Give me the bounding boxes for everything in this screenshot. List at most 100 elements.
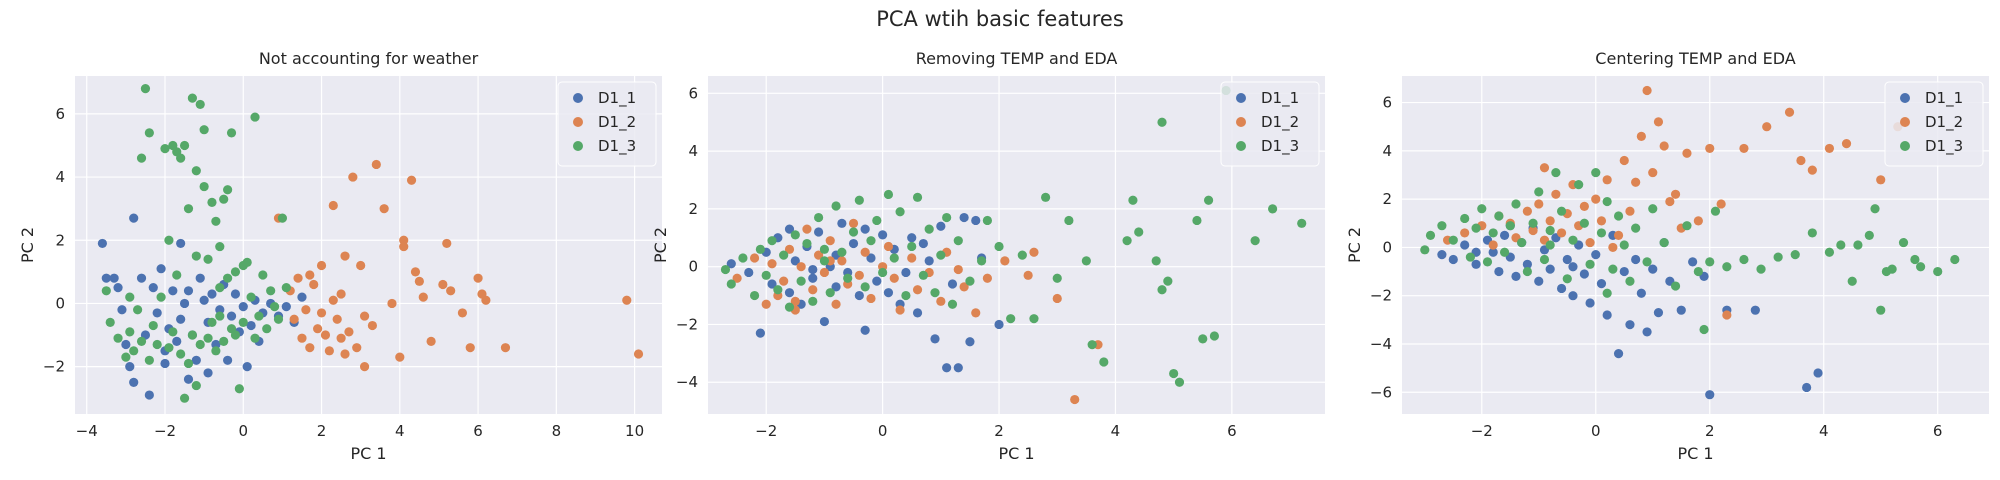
data-point [246, 292, 256, 302]
data-point [140, 84, 151, 94]
data-point [101, 286, 111, 296]
data-point [1625, 206, 1635, 216]
data-point [414, 276, 424, 286]
data-point [784, 288, 795, 298]
data-point [172, 336, 182, 346]
data-point [1579, 218, 1589, 228]
data-point [136, 336, 147, 346]
data-point [872, 276, 882, 286]
data-point [860, 224, 870, 234]
data-point [1522, 206, 1532, 216]
data-point [1613, 349, 1624, 359]
data-point [1574, 180, 1584, 190]
data-point [895, 207, 905, 217]
data-point [211, 339, 221, 350]
x-tick-label: 4 [1111, 422, 1121, 440]
x-axis-label: PC 1 [998, 444, 1034, 463]
data-point [215, 305, 225, 315]
data-point [238, 317, 248, 327]
data-point [223, 185, 233, 195]
data-point [848, 238, 859, 249]
data-point [395, 352, 405, 362]
data-point [994, 319, 1004, 330]
data-point [1705, 257, 1715, 267]
data-point [1722, 310, 1732, 320]
data-point [1596, 279, 1607, 289]
data-point [183, 374, 194, 384]
data-point [1070, 394, 1080, 405]
y-tick-label: 2 [1382, 190, 1392, 208]
legend: D1_1 D1_2 D1_3 [1220, 81, 1320, 167]
data-point [234, 384, 244, 394]
data-point [1659, 141, 1669, 151]
data-point [1568, 291, 1578, 301]
data-point [199, 181, 209, 192]
data-point [1528, 218, 1538, 228]
data-point [1460, 213, 1470, 224]
data-point [305, 270, 315, 280]
data-point [340, 349, 350, 359]
x-tick-label: 2 [994, 422, 1004, 440]
data-point [1642, 85, 1652, 96]
series-D1_3 [720, 85, 1307, 387]
data-point [1762, 122, 1772, 132]
x-tick-label: 8 [552, 422, 562, 440]
subplot-title: Not accounting for weather [259, 49, 479, 68]
y-tick-label: 0 [55, 294, 65, 312]
data-point [1631, 223, 1641, 233]
data-point [1437, 221, 1447, 231]
data-point [907, 233, 917, 243]
x-axis-label: PC 1 [1677, 444, 1713, 463]
data-point [293, 273, 303, 283]
data-point [1619, 240, 1629, 250]
data-point [813, 212, 824, 223]
data-point [808, 285, 818, 295]
data-point [1494, 211, 1504, 221]
data-point [1898, 237, 1909, 248]
data-point [262, 324, 272, 334]
data-point [207, 197, 217, 207]
data-point [176, 314, 186, 324]
data-point [1739, 143, 1749, 154]
data-point [1488, 240, 1498, 250]
data-point [1568, 235, 1578, 245]
data-point [226, 128, 237, 138]
data-point [953, 264, 963, 275]
data-point [1420, 245, 1430, 255]
data-point [215, 241, 225, 252]
data-point [187, 330, 197, 340]
legend-marker [1900, 93, 1910, 103]
data-point [784, 244, 795, 254]
data-point [1613, 230, 1624, 240]
data-point [1722, 262, 1732, 272]
data-point [1642, 327, 1652, 337]
data-point [971, 215, 981, 226]
data-point [254, 311, 264, 321]
data-point [1471, 223, 1481, 233]
data-point [976, 256, 987, 266]
y-tick-label: 4 [55, 168, 65, 186]
data-point [1750, 305, 1760, 315]
data-point [136, 153, 147, 163]
data-point [854, 195, 864, 205]
data-point [226, 311, 237, 321]
data-point [813, 250, 824, 260]
data-point [324, 346, 334, 356]
data-point [500, 343, 511, 353]
legend-label: D1_1 [1261, 89, 1299, 108]
series-D1_1 [97, 213, 307, 400]
data-point [125, 327, 135, 337]
data-point [242, 362, 252, 372]
data-point [305, 343, 315, 353]
data-point [203, 333, 213, 343]
data-point [1602, 288, 1612, 298]
data-point [918, 238, 928, 249]
y-tick-label: −2 [1370, 287, 1392, 305]
data-point [790, 230, 800, 240]
data-point [473, 273, 483, 283]
data-point [179, 298, 190, 309]
data-point [965, 337, 975, 347]
data-point [1670, 189, 1681, 199]
data-point [179, 393, 190, 403]
data-point [195, 339, 205, 350]
